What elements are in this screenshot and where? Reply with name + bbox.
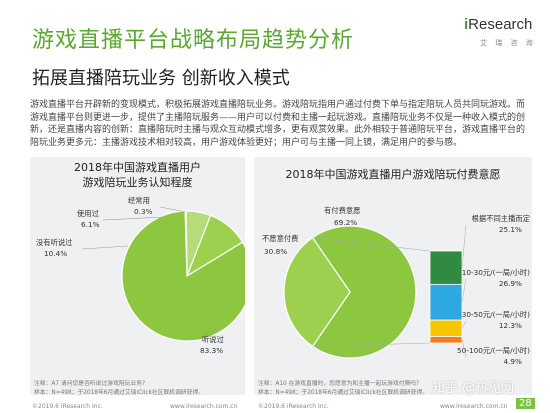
iresearch-logo: iResearch 艾 瑞 咨 询 (464, 16, 534, 60)
pie-slice (311, 225, 417, 359)
slice-value: 0.3% (134, 207, 153, 216)
logo-subtext: 艾 瑞 咨 询 (480, 39, 536, 47)
page-title: 游戏直播平台战略布局趋势分析 (32, 28, 355, 53)
slice-value: 69.2% (334, 218, 357, 227)
breakdown-label: 50-100元/(一局/小时) (457, 346, 530, 355)
chart-panel-awareness: 2018年中国游戏直播用户 游戏陪玩业务认知程度 经常用 0.3% 使用过 6.1% 没… (30, 157, 245, 396)
slice-label: 经常用 (128, 196, 150, 205)
leader-line (461, 278, 467, 303)
page-subtitle: 拓展直播陪玩业务 创新收入模式 (32, 68, 290, 89)
chart-panel-willingness: 2018年中国游戏直播用户游戏陪玩付费意愿 有付费意愿 69.2% 不愿意付费 30.… (254, 157, 532, 396)
breakdown-segment (429, 250, 463, 285)
chart-note-awareness: 注释：A7 请问您是否听说过游戏陪玩业务? 样本：N=498；于2018年6月通… (34, 381, 205, 396)
footer-copyright-right: ©2019.6 iResearch Inc. (258, 403, 329, 410)
chart-title-willingness: 2018年中国游戏直播用户游戏陪玩付费意愿 (285, 168, 501, 181)
slice-value: 6.1% (81, 220, 100, 229)
pie-slice (283, 236, 351, 348)
chart-title-awareness: 2018年中国游戏直播用户 游戏陪玩业务认知程度 (74, 161, 201, 189)
breakdown-label: 根据不同主播而定 (472, 214, 530, 223)
connector-line (312, 342, 431, 347)
leader-line (159, 206, 187, 213)
breakdown-segment (429, 319, 463, 337)
footer-url-right[interactable]: www.iresearch.com.cn (440, 403, 508, 410)
connector-line (312, 237, 431, 252)
leader-line (81, 245, 129, 250)
body-text: 游戏直播平台开辟新的变现模式，积极拓展游戏直播陪玩业务。游戏陪玩指用户通过付费下… (30, 100, 526, 148)
page-number: 28 (516, 398, 535, 409)
willingness-pie-chart: 有付费意愿 69.2% 不愿意付费 30.8% 根据不同主播而定 25.1% 10-30元/… (262, 206, 530, 366)
breakdown-label: 30-50元/(一局/小时) (462, 310, 530, 319)
awareness-pie-chart: 经常用 0.3% 使用过 6.1% 没有听说过 10.4% 听说过 83.3% (36, 196, 245, 355)
leader-line (461, 339, 467, 358)
breakdown-value: 4.9% (503, 357, 522, 366)
slice-value: 30.8% (264, 247, 287, 256)
breakdown-segment (429, 336, 463, 344)
slice-label: 使用过 (77, 209, 100, 218)
leader-line (102, 216, 165, 221)
chart-note-willingness: 注释：A10 在游戏直播时，您愿意为和主播一起玩游戏付费吗? 样本：N=498；… (258, 381, 429, 396)
logo-i: i (464, 16, 469, 33)
breakdown-segment (429, 283, 463, 321)
slice-value: 10.4% (44, 249, 67, 258)
pie-slice (121, 210, 245, 342)
slice-label: 没有听说过 (36, 238, 73, 247)
breakdown-label: 10-30元/(一局/小时) (462, 268, 530, 277)
footer-url-left[interactable]: www.iresearch.com.cn (170, 403, 238, 410)
leader-line (461, 224, 467, 268)
leader-line (461, 320, 467, 329)
slice-label: 听说过 (202, 335, 225, 344)
slice-value: 83.3% (200, 346, 223, 355)
slice-label: 不愿意付费 (262, 234, 298, 243)
breakdown-value: 26.9% (499, 279, 522, 288)
logo-text: Research (468, 16, 533, 33)
leader-line (197, 326, 221, 340)
breakdown-value: 12.3% (499, 321, 522, 330)
slice-label: 有付费意愿 (324, 206, 360, 215)
watermark: 知乎 @热见网 (432, 381, 515, 396)
footer-copyright-left: ©2019.6 iResearch Inc. (32, 403, 103, 410)
breakdown-value: 25.1% (499, 225, 522, 234)
